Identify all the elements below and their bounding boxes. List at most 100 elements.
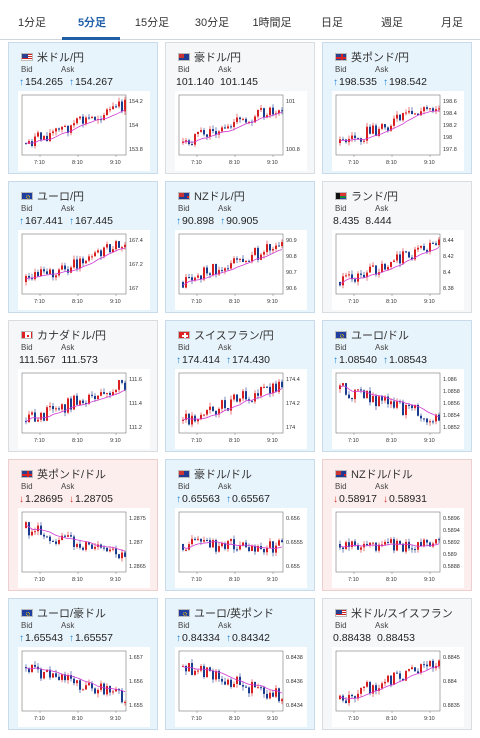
candle xyxy=(278,688,280,702)
candle xyxy=(381,396,383,401)
candle xyxy=(106,392,108,394)
currency-card[interactable]: NZドル/ドル Bid Ask ↓0.58917 ↓0.58931 0.5896 0.… xyxy=(322,459,472,591)
candle xyxy=(372,265,374,267)
candle xyxy=(106,109,108,116)
y-tick-label: 0.5894 xyxy=(443,528,460,534)
pair-title[interactable]: ユーロ/英ポンド xyxy=(178,605,274,621)
candle xyxy=(260,387,262,396)
candle xyxy=(67,535,69,537)
arrow-up-icon: ↑ xyxy=(19,633,24,644)
pair-title[interactable]: 英ポンド/円 xyxy=(335,49,409,65)
tab-30min[interactable]: 30分足 xyxy=(194,17,230,29)
currency-card[interactable]: 米ドル/スイスフラン Bid Ask 0.88438 0.88453 0.8845 0… xyxy=(322,598,472,730)
x-tick-label: 8:10 xyxy=(72,299,83,305)
candle xyxy=(230,126,232,128)
pair-title[interactable]: NZドル/ドル xyxy=(335,466,413,482)
candle xyxy=(432,421,434,423)
currency-card[interactable]: スイスフラン/円 Bid Ask ↑174.414 ↑174.430 174.4 17… xyxy=(165,320,315,452)
candle xyxy=(233,258,235,264)
candle xyxy=(363,140,365,142)
pair-title[interactable]: カナダドル/円 xyxy=(21,327,106,343)
candle xyxy=(103,115,105,121)
candle xyxy=(393,672,395,685)
y-tick-label: 8.38 xyxy=(443,286,454,292)
candle xyxy=(372,685,374,694)
tab-1min[interactable]: 1分足 xyxy=(17,17,47,29)
candle xyxy=(79,544,81,548)
pair-title[interactable]: スイスフラン/円 xyxy=(178,327,274,343)
x-tick-label: 9:10 xyxy=(110,577,121,583)
y-tick-label: 100.8 xyxy=(286,147,300,153)
flag-icon xyxy=(178,470,190,478)
candle xyxy=(417,113,419,116)
candle xyxy=(52,269,54,278)
pair-title[interactable]: ユーロ/豪ドル xyxy=(21,605,106,621)
candle xyxy=(221,543,223,547)
candle xyxy=(426,250,428,252)
currency-card[interactable]: ユーロ/円 Bid Ask ↑167.441 ↑167.445 167.4 167.2… xyxy=(8,181,158,313)
pair-title[interactable]: 米ドル/スイスフラン xyxy=(335,605,453,621)
pair-title[interactable]: ユーロ/ドル xyxy=(335,327,409,343)
candle xyxy=(46,271,48,275)
tab-weekly[interactable]: 週足 xyxy=(381,17,403,29)
candle xyxy=(70,535,72,537)
candle xyxy=(58,408,60,410)
moving-average-line xyxy=(25,109,126,144)
pair-title[interactable]: 英ポンド/ドル xyxy=(21,466,106,482)
currency-card[interactable]: ユーロ/英ポンド Bid Ask ↑0.84334 ↑0.84342 0.8438 0… xyxy=(165,598,315,730)
currency-card[interactable]: 英ポンド/ドル Bid Ask ↓1.28695 ↓1.28705 1.2875 1.… xyxy=(8,459,158,591)
candle xyxy=(251,681,253,694)
candle xyxy=(429,660,431,667)
candle xyxy=(408,669,410,671)
ask-value: 1.08543 xyxy=(388,354,427,366)
candle xyxy=(423,107,425,112)
flag-icon xyxy=(178,609,190,617)
currency-card[interactable]: 米ドル/円 Bid Ask ↑154.265 ↑154.267 154.2 154 15… xyxy=(8,42,158,174)
currency-card[interactable]: ランド/円 Bid Ask 8.435 8.444 8.44 8.42 8.4 8.38 7… xyxy=(322,181,472,313)
flag-icon xyxy=(335,609,347,617)
candle xyxy=(429,421,431,423)
ask-value: 0.58931 xyxy=(388,493,427,505)
pair-title[interactable]: 豪ドル/円 xyxy=(178,49,241,65)
pair-title[interactable]: ユーロ/円 xyxy=(21,188,84,204)
candle xyxy=(266,244,268,253)
candle xyxy=(432,108,434,112)
pair-title[interactable]: NZドル/円 xyxy=(178,188,245,204)
candle xyxy=(103,247,105,257)
pair-title[interactable]: 豪ドル/ドル xyxy=(178,466,252,482)
tab-daily[interactable]: 日足 xyxy=(321,17,343,29)
tab-monthly[interactable]: 月足 xyxy=(441,17,463,29)
candle xyxy=(94,116,96,120)
y-tick-label: 167.2 xyxy=(129,262,143,268)
currency-card[interactable]: カナダドル/円 Bid Ask 111.567 111.573 111.6 111.4… xyxy=(8,320,158,452)
price-values: ↑90.898 ↑90.905 xyxy=(176,215,264,227)
candle xyxy=(70,125,72,133)
currency-card[interactable]: 豪ドル/円 Bid Ask 101.140 101.145 101 100.8 7:10… xyxy=(165,42,315,174)
candle xyxy=(396,254,398,261)
pair-title[interactable]: 米ドル/円 xyxy=(21,49,84,65)
candle xyxy=(399,114,401,121)
candle xyxy=(200,414,202,420)
x-tick-label: 9:10 xyxy=(267,577,278,583)
candle xyxy=(251,400,253,402)
currency-card[interactable]: NZドル/円 Bid Ask ↑90.898 ↑90.905 90.9 90.8 90.… xyxy=(165,181,315,313)
pair-title[interactable]: ランド/円 xyxy=(335,188,398,204)
flag-icon xyxy=(335,192,347,200)
tab-5min[interactable]: 5分足 xyxy=(77,17,107,29)
candle xyxy=(357,544,359,550)
currency-card[interactable]: 英ポンド/円 Bid Ask ↑198.535 ↑198.542 198.6 198.… xyxy=(322,42,472,174)
currency-card[interactable]: 豪ドル/ドル Bid Ask ↑0.65563 ↑0.65567 0.656 0.65… xyxy=(165,459,315,591)
pair-name: 米ドル/スイスフラン xyxy=(351,608,453,620)
candle xyxy=(55,408,57,410)
tab-15min[interactable]: 15分足 xyxy=(134,17,170,29)
currency-card[interactable]: ユーロ/豪ドル Bid Ask ↑1.65543 ↑1.65557 1.657 1.6… xyxy=(8,598,158,730)
currency-card[interactable]: ユーロ/ドル Bid Ask ↑1.08540 ↑1.08543 1.086 1.08… xyxy=(322,320,472,452)
candle xyxy=(103,392,105,394)
y-tick-label: 197.8 xyxy=(443,147,457,153)
candle xyxy=(411,405,413,409)
y-tick-label: 198.2 xyxy=(443,123,457,129)
candle xyxy=(339,139,341,143)
arrow-up-icon: ↑ xyxy=(382,77,388,88)
tab-1hour[interactable]: 1時間足 xyxy=(252,17,292,29)
price-values: 111.567 111.573 xyxy=(19,354,104,366)
